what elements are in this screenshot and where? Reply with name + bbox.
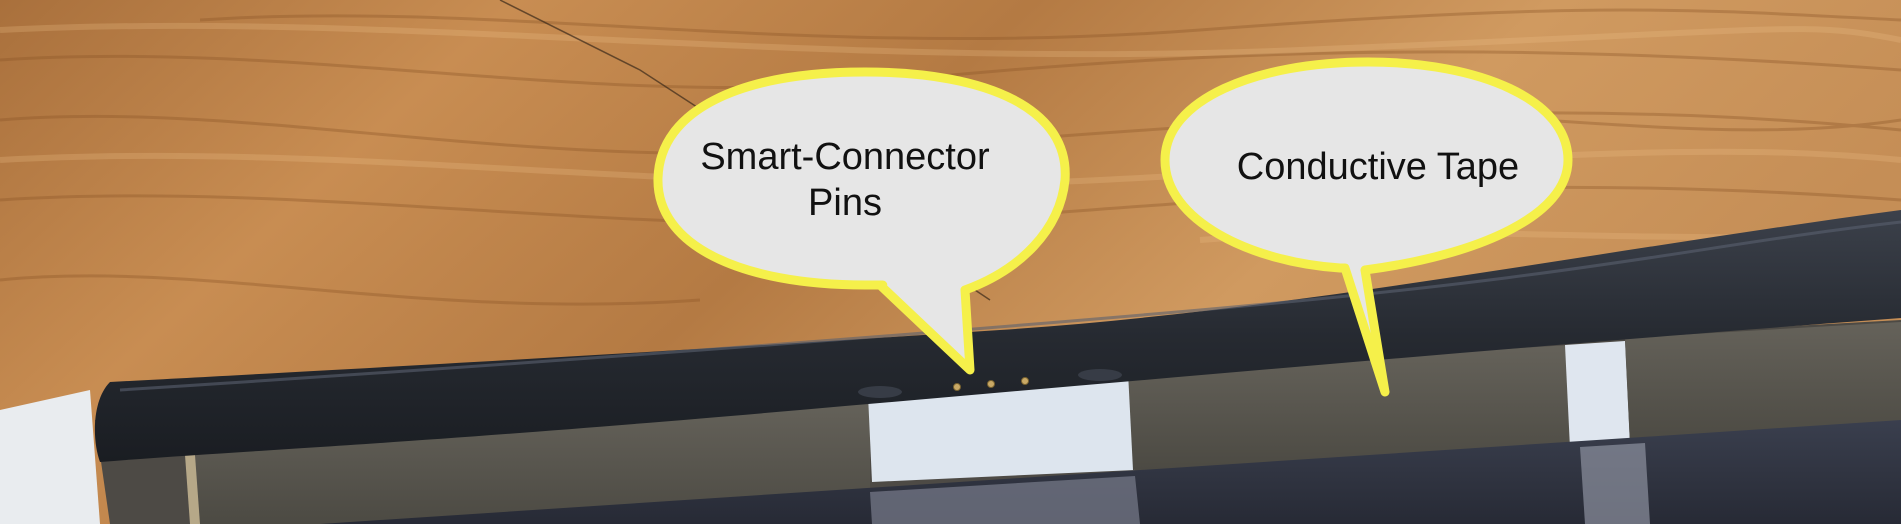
tape-gray-middle	[1128, 345, 1575, 470]
fabric-light-patch	[870, 476, 1140, 524]
callout-bubble-pins	[653, 67, 1070, 375]
callout-bubble-tape	[1160, 57, 1573, 397]
tape-border-left	[185, 455, 200, 524]
keyboard-edge	[94, 210, 1901, 462]
keyboard-edge-highlight	[119, 220, 1901, 392]
fabric-cover	[320, 420, 1901, 524]
smart-connector-pins	[953, 377, 1029, 391]
paper-corner	[0, 390, 100, 524]
edge-magnet-dimples	[858, 369, 1122, 398]
tape-gray-left	[190, 400, 870, 524]
tape-white-strip	[868, 380, 1135, 482]
fabric-light-patch-right	[1580, 443, 1650, 524]
callout-label-tape: Conductive Tape	[1236, 146, 1520, 188]
tape-gray-right	[1625, 322, 1901, 444]
tape-white-strip-right	[1565, 341, 1630, 448]
callout-label-pins: Smart-Connector Pins	[700, 136, 990, 225]
